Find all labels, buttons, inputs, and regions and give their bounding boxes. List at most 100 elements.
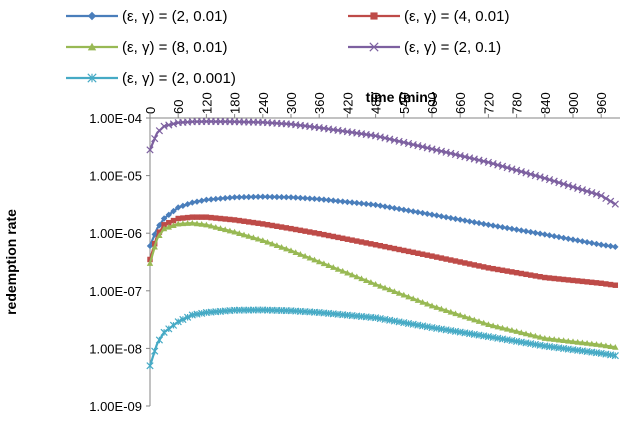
marker [189,219,196,226]
marker [370,12,378,20]
x-tick-label: 780 [510,92,525,114]
marker [369,42,379,52]
marker [462,260,468,266]
marker [264,238,271,245]
x-axis-title: time (min.) [366,89,437,105]
x-tick-label: 240 [256,92,271,114]
marker [194,214,200,220]
marker [269,193,276,201]
marker [452,258,459,264]
marker [301,252,309,259]
marker [457,259,463,265]
marker [386,204,393,211]
marker [245,193,252,201]
marker [222,194,229,202]
marker [217,215,224,222]
marker [461,313,469,320]
marker [410,208,417,215]
y-tick-label: 1.00E-06 [89,226,142,241]
marker [405,207,412,214]
marker [499,324,506,331]
marker [325,232,332,239]
marker [391,204,398,212]
marker [509,269,515,275]
marker [386,286,393,293]
marker [574,338,581,345]
marker [550,177,558,185]
legend-item-1: (ε, γ) = (2, 0.01) [66,8,227,25]
marker [311,230,318,236]
marker [546,335,553,342]
marker [495,266,501,273]
marker [499,224,506,231]
marker [588,239,595,247]
marker [570,277,576,284]
marker [401,247,407,254]
marker [301,195,309,202]
marker [245,232,252,239]
marker [240,231,248,238]
y-tick-label: 1.00E-08 [89,341,142,356]
x-tick-label: 900 [566,92,581,114]
marker [297,194,304,202]
marker [522,228,530,235]
marker [503,164,511,172]
marker [438,255,445,261]
marker [551,336,558,342]
marker [193,198,201,205]
marker [612,243,619,251]
series-line [148,120,616,206]
marker [231,194,238,201]
marker [598,280,604,287]
marker [517,167,525,176]
marker [494,161,502,169]
y-tick-label: 1.00E-09 [89,399,142,414]
marker [250,219,257,226]
marker [518,227,525,234]
marker [339,267,346,274]
marker [316,230,322,237]
x-tick-label: 180 [228,92,243,114]
marker [259,193,266,200]
marker [593,240,600,248]
x-tick-label: 360 [312,92,327,114]
marker [428,211,436,218]
marker [320,260,328,267]
marker [447,308,454,315]
marker [330,233,337,240]
marker [612,343,619,350]
marker [433,212,440,219]
marker [283,245,290,252]
marker [442,307,450,314]
marker [170,222,177,229]
marker [494,223,501,230]
marker [160,328,168,336]
marker [447,214,454,222]
marker [226,194,234,201]
marker [542,274,548,281]
marker [274,223,280,229]
marker [236,230,243,236]
x-tick-label: 600 [425,92,440,114]
x-tick-label: 540 [397,92,412,114]
marker [372,242,379,248]
marker [311,256,318,263]
marker [180,215,186,221]
marker [532,332,539,339]
marker [156,232,163,238]
marker [151,243,158,250]
x-tick-label: 960 [594,92,609,114]
marker [602,242,610,249]
marker [344,236,351,242]
marker [87,11,97,21]
marker [499,267,506,274]
x-tick-label: 480 [369,92,384,114]
marker [461,217,469,224]
marker [414,297,422,303]
marker [405,293,412,300]
marker [170,207,177,215]
marker [212,195,219,203]
marker [166,219,172,226]
marker [146,242,154,250]
marker [410,295,417,302]
